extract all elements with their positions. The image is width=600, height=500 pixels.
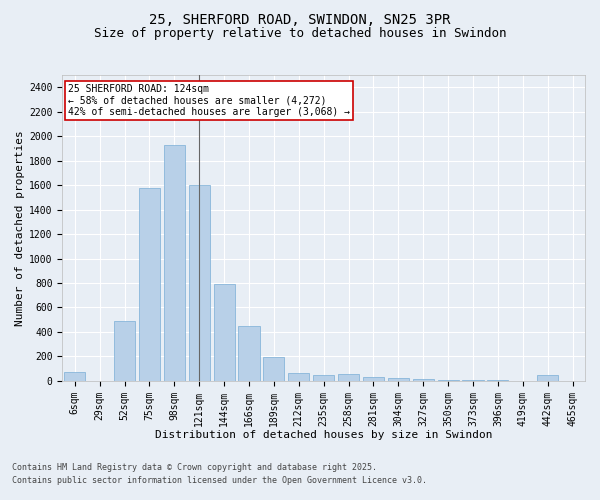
Bar	[288, 373, 310, 381]
Bar	[238, 326, 260, 381]
Text: Size of property relative to detached houses in Swindon: Size of property relative to detached ho…	[94, 28, 506, 40]
Bar	[388, 378, 409, 381]
Bar	[313, 374, 334, 381]
Y-axis label: Number of detached properties: Number of detached properties	[15, 130, 25, 326]
Text: Contains HM Land Registry data © Crown copyright and database right 2025.: Contains HM Land Registry data © Crown c…	[12, 464, 377, 472]
X-axis label: Distribution of detached houses by size in Swindon: Distribution of detached houses by size …	[155, 430, 493, 440]
Bar	[487, 380, 508, 381]
Bar	[64, 372, 85, 381]
Bar	[338, 374, 359, 381]
Bar	[188, 185, 210, 381]
Bar	[164, 144, 185, 381]
Bar	[537, 374, 558, 381]
Text: 25 SHERFORD ROAD: 124sqm
← 58% of detached houses are smaller (4,272)
42% of sem: 25 SHERFORD ROAD: 124sqm ← 58% of detach…	[68, 84, 350, 117]
Bar	[139, 188, 160, 381]
Bar	[363, 377, 384, 381]
Bar	[263, 357, 284, 381]
Bar	[114, 321, 135, 381]
Text: 25, SHERFORD ROAD, SWINDON, SN25 3PR: 25, SHERFORD ROAD, SWINDON, SN25 3PR	[149, 12, 451, 26]
Text: Contains public sector information licensed under the Open Government Licence v3: Contains public sector information licen…	[12, 476, 427, 485]
Bar	[437, 380, 459, 381]
Bar	[463, 380, 484, 381]
Bar	[214, 284, 235, 381]
Bar	[413, 379, 434, 381]
